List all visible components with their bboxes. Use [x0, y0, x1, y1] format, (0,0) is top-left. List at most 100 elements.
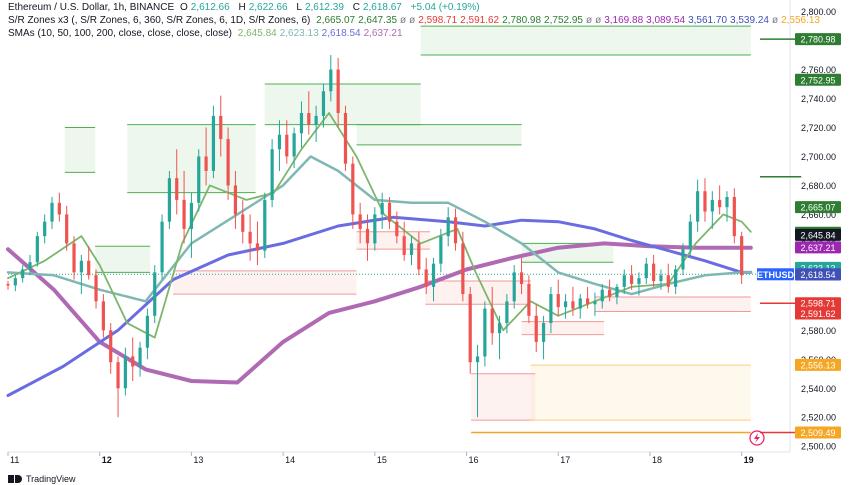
- sma-value: 2,637.21: [363, 28, 403, 39]
- candle-body: [512, 272, 516, 302]
- price-tag-label: 2,752.95: [800, 75, 835, 85]
- candle-body: [233, 185, 238, 215]
- candle-body: [43, 221, 47, 237]
- sr-zone-value: 3,539.24: [730, 15, 769, 26]
- sr-zone-box: [127, 124, 256, 193]
- price-tag-label: 2,780.98: [800, 35, 835, 45]
- y-tick-label: 2,740.00: [801, 94, 836, 104]
- candle-body: [417, 243, 421, 270]
- x-tick-label: 18: [652, 455, 662, 465]
- candle-body: [387, 202, 392, 222]
- candle-body: [329, 69, 333, 92]
- candle-body: [28, 262, 32, 270]
- sr-zone-value: ø: [400, 15, 407, 26]
- candle-body: [109, 330, 113, 363]
- sr-zone-box: [594, 296, 751, 312]
- candle-body: [160, 221, 164, 273]
- chart-title-line: Ethereum / U.S. Dollar, 1h, BINANCE O 2,6…: [8, 2, 483, 13]
- candle-body: [87, 260, 91, 276]
- price-tag-box: [795, 201, 841, 214]
- candle-body: [740, 236, 744, 276]
- candle-body: [461, 243, 465, 295]
- price-tag-box: [795, 426, 841, 439]
- candle-body: [373, 214, 377, 244]
- sma10-line: [7, 112, 752, 339]
- change-value: +5.04 (+0.19%): [410, 2, 480, 13]
- tradingview-brand: TradingView: [26, 474, 76, 484]
- sr-zone-value: 3,089.54: [646, 15, 686, 26]
- price-tag-label: 2,591.62: [800, 309, 835, 319]
- y-tick-label: 2,680.00: [801, 181, 836, 191]
- candle-body: [336, 69, 340, 113]
- y-tick-label: 2,540.00: [801, 384, 836, 394]
- candle-body: [277, 134, 282, 150]
- candle-body: [197, 156, 201, 203]
- candle-body: [226, 139, 230, 186]
- sr-zone-box: [264, 84, 421, 125]
- x-tick-label: 12: [102, 455, 112, 465]
- price-tag-label: 2,598.71: [800, 299, 835, 309]
- sr-zone-box: [530, 365, 751, 421]
- tradingview-footer: TradingView: [8, 474, 76, 484]
- price-tag-box: [795, 228, 841, 241]
- candle-body: [497, 323, 502, 334]
- candle-body: [131, 356, 135, 367]
- candle-body: [263, 199, 267, 251]
- candle-body: [505, 301, 509, 324]
- candle-body: [585, 298, 590, 305]
- lightning-bolt-icon: [754, 433, 760, 443]
- candle-body: [65, 214, 69, 244]
- candle-body: [556, 294, 560, 308]
- candle-body: [439, 236, 443, 264]
- sr-zone-value: ø: [771, 15, 779, 26]
- candle-body: [299, 113, 304, 134]
- sma-label: SMAs (10, 50, 100, 200, close, close, cl…: [8, 28, 232, 39]
- sr-zones-values: 2,665.07 2,647.35 ø ø 2,598.71 2,591.62 2,780.…: [316, 15, 823, 26]
- sr-zone-box: [95, 246, 151, 273]
- sma-value: 2,618.54: [321, 28, 361, 39]
- candle-body: [453, 217, 458, 244]
- candle-body: [270, 149, 274, 200]
- candle-body: [666, 275, 670, 287]
- candle-body: [219, 115, 223, 140]
- sma100-line: [6, 215, 753, 397]
- candle-body: [6, 283, 10, 286]
- y-tick-label: 2,700.00: [801, 152, 836, 162]
- sma-values: 2,645.84 2,623.13 2,618.54 2,637.21: [238, 28, 406, 39]
- candle-body: [696, 191, 700, 222]
- sr-zone-value: 3,561.70: [688, 15, 728, 26]
- price-tag-label: 2,509.49: [800, 428, 835, 438]
- candle-body: [688, 221, 692, 250]
- sr-zone-value: 2,598.71: [418, 15, 458, 26]
- y-tick-label: 2,580.00: [801, 326, 836, 336]
- price-tag-box: [795, 268, 841, 281]
- sr-zone-value: 2,665.07: [316, 15, 356, 26]
- candle-body: [608, 289, 612, 297]
- candle-body: [79, 260, 83, 273]
- candle-body: [21, 269, 25, 279]
- x-tick-label: 11: [10, 455, 19, 465]
- candle-body: [94, 275, 98, 302]
- candle-body: [622, 275, 626, 287]
- x-tick-label: 16: [469, 455, 479, 465]
- candle-body: [615, 286, 619, 297]
- candle-body: [674, 269, 678, 287]
- candle-body: [725, 197, 729, 208]
- candle-body: [358, 214, 362, 229]
- candle-body: [255, 243, 260, 251]
- candle-body: [204, 156, 208, 171]
- sr-zone-value: 2,556.13: [781, 15, 820, 26]
- candle-body: [703, 191, 707, 212]
- sr-zone-value: ø: [585, 15, 593, 26]
- sr-zone-value: 2,780.98: [502, 15, 542, 26]
- candle-body: [644, 263, 648, 279]
- candle-body: [145, 315, 149, 348]
- candle-body: [534, 315, 538, 342]
- symbol-tag-box: [757, 268, 794, 281]
- sma-value: 2,623.13: [279, 28, 319, 39]
- candle-body: [402, 236, 406, 255]
- ohlc-open: O 2,612.66: [179, 2, 230, 13]
- candle-body: [468, 294, 472, 363]
- candle-body: [101, 301, 105, 331]
